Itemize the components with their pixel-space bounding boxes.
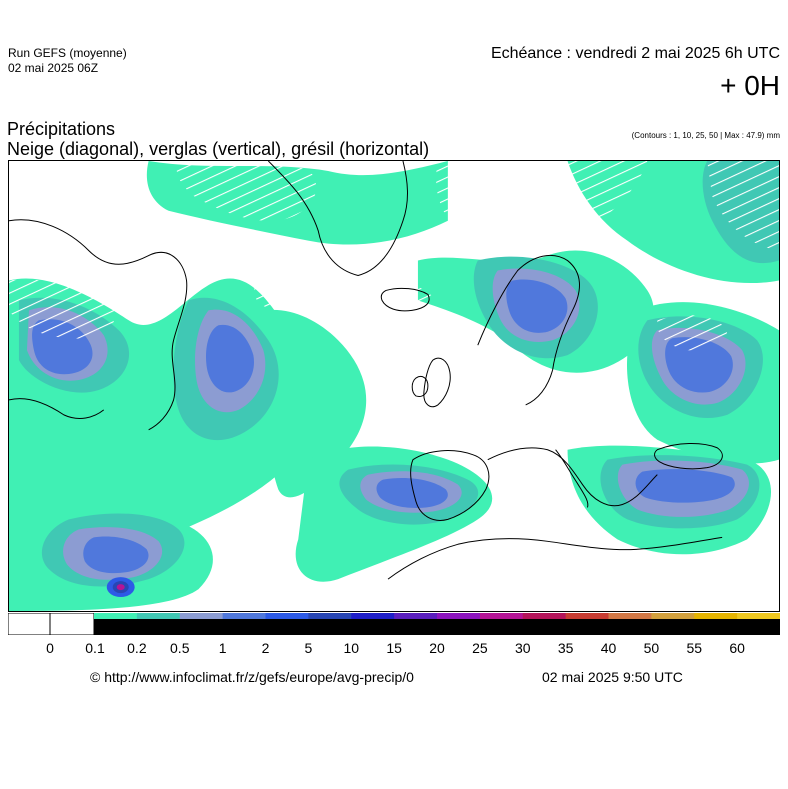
scale-label: 0.2: [127, 640, 147, 656]
scale-label: 5: [304, 640, 313, 656]
scale-swatch: [565, 613, 609, 619]
run-name: Run GEFS (moyenne): [8, 46, 127, 60]
map-subtitle: Neige (diagonal), verglas (vertical), gr…: [7, 139, 430, 159]
scale-label: 60: [729, 640, 745, 656]
map-title: Précipitations: [7, 119, 116, 139]
scale-swatch: [737, 613, 780, 619]
scale-label: 1: [218, 640, 227, 656]
scale-label: 0.5: [170, 640, 190, 656]
scale-label: 50: [643, 640, 660, 656]
scale-label: 20: [429, 640, 445, 656]
scale-swatch: [522, 613, 567, 619]
scale-swatch: [479, 613, 524, 619]
color-scale: [8, 613, 780, 635]
contours-note: (Contours : 1, 10, 25, 50 | Max : 47.9) …: [631, 131, 780, 140]
snow-hatching: [9, 161, 779, 351]
scale-swatch: [265, 613, 309, 619]
forecast-time: Echéance : vendredi 2 mai 2025 6h UTC: [490, 45, 780, 62]
scale-label: 35: [557, 640, 574, 656]
scale-label: 15: [386, 640, 402, 656]
scale-swatch: [651, 613, 695, 619]
coastlines: [9, 161, 723, 580]
scale-label: 2: [261, 640, 270, 656]
scale-label: 40: [600, 640, 617, 656]
scale-swatch: [394, 613, 438, 619]
precipitation-map: [8, 160, 780, 612]
scale-label: 0: [46, 640, 54, 656]
scale-swatch: [694, 613, 738, 619]
scale-swatch-blank: [49, 613, 95, 635]
generated-timestamp: 02 mai 2025 9:50 UTC: [542, 669, 683, 685]
scale-label: 30: [514, 640, 531, 656]
scale-label: 0.1: [85, 640, 105, 656]
scale-swatch: [308, 613, 352, 619]
scale-swatch: [94, 613, 138, 619]
scale-swatch: [222, 613, 266, 619]
forecast-offset: + 0H: [720, 70, 780, 101]
scale-swatch: [437, 613, 481, 619]
scale-swatch: [608, 613, 652, 619]
scale-label: 55: [686, 640, 703, 656]
scale-swatch: [136, 613, 181, 619]
scale-swatch: [351, 613, 395, 619]
scale-swatch-blank: [8, 613, 51, 635]
precip-bands: [9, 161, 779, 611]
source-url: © http://www.infoclimat.fr/z/gefs/europe…: [90, 669, 414, 685]
scale-label: 25: [472, 640, 488, 656]
run-date: 02 mai 2025 06Z: [8, 61, 99, 75]
scale-label: 10: [343, 640, 360, 656]
scale-swatch: [179, 613, 224, 619]
scale-bar-base: [94, 619, 780, 635]
